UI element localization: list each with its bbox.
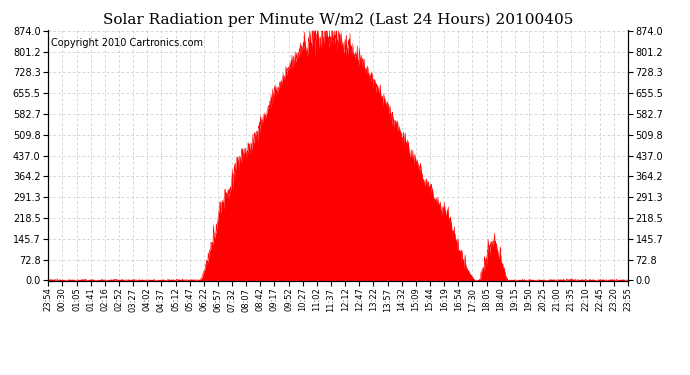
Title: Solar Radiation per Minute W/m2 (Last 24 Hours) 20100405: Solar Radiation per Minute W/m2 (Last 24…	[103, 13, 573, 27]
Text: Copyright 2010 Cartronics.com: Copyright 2010 Cartronics.com	[51, 38, 203, 48]
